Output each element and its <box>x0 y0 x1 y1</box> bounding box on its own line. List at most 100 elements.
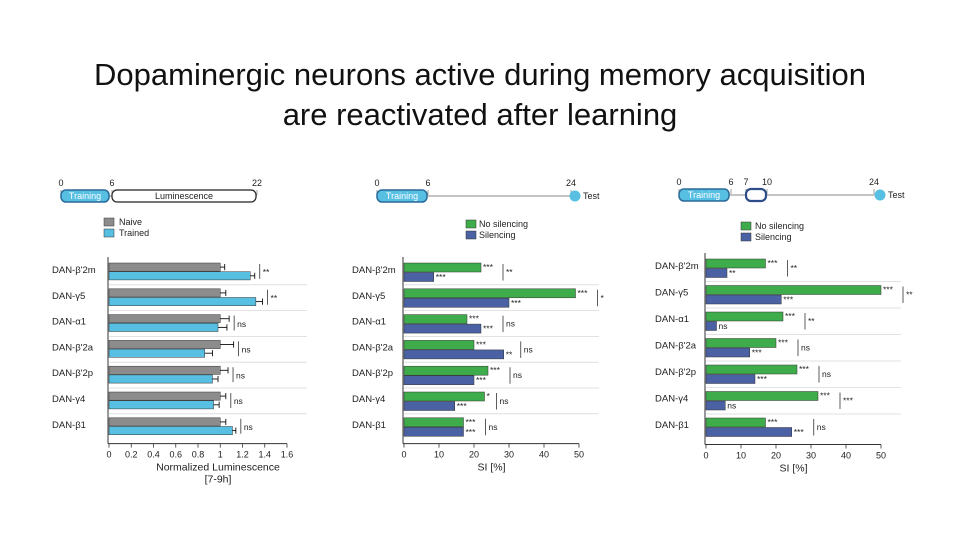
bar <box>403 298 510 308</box>
bar <box>108 391 221 401</box>
significance-label: ns <box>801 343 810 353</box>
significance-label: *** <box>778 338 789 348</box>
timeline-tick-label: 10 <box>762 177 772 187</box>
bar <box>108 271 251 281</box>
bar <box>403 262 482 273</box>
x-tick-label: 0.4 <box>147 450 160 460</box>
timeline-test-marker <box>569 190 581 202</box>
significance-label: ** <box>263 267 270 277</box>
significance-label: *** <box>783 295 794 305</box>
significance-label: *** <box>785 311 796 321</box>
bar <box>705 321 717 331</box>
bar <box>108 323 219 332</box>
category-label: DAN-γ4 <box>52 394 85 405</box>
timeline-tick-label: 24 <box>869 177 879 187</box>
x-tick-label: 1.6 <box>281 450 294 460</box>
significance-label: *** <box>457 401 468 411</box>
significance-label: ** <box>808 316 815 326</box>
x-axis-title: SI [%] <box>477 462 505 474</box>
timeline-test-label: Test <box>888 190 905 200</box>
bar <box>705 400 726 411</box>
category-label: DAN-β'2p <box>52 368 93 379</box>
bar <box>705 364 798 375</box>
bar <box>705 347 750 358</box>
timeline-segment-label: Training <box>386 191 418 201</box>
significance-label: ** <box>506 267 513 277</box>
category-label: DAN-β'2m <box>655 261 699 272</box>
significance-label: ns <box>822 369 831 379</box>
x-tick-label: 0 <box>401 450 406 460</box>
timeline-tick-label: 7 <box>743 177 748 187</box>
bar <box>108 314 221 324</box>
bar <box>403 401 455 411</box>
legend-swatch <box>103 217 115 227</box>
x-tick-label: 0 <box>106 450 111 460</box>
timeline-tick-label: 6 <box>728 177 733 187</box>
legend-swatch <box>465 219 477 229</box>
timeline-silencing-window <box>744 187 768 203</box>
significance-label: ns <box>236 370 245 380</box>
x-tick-label: 1 <box>218 450 223 460</box>
bar <box>403 323 482 334</box>
bar <box>403 272 434 282</box>
category-label: DAN-γ5 <box>352 291 385 302</box>
bar <box>108 365 221 375</box>
timeline-tick-label: 24 <box>566 178 576 188</box>
x-tick-label: 10 <box>736 451 746 461</box>
timeline-test-marker <box>874 189 886 201</box>
significance-label: *** <box>490 365 501 375</box>
category-label: DAN-γ5 <box>52 291 85 302</box>
timeline: 0 6 24 Training Test <box>374 178 600 203</box>
category-label: DAN-α1 <box>52 317 86 328</box>
slide-title-line-2: are reactivated after learning <box>282 97 678 132</box>
bar <box>403 314 468 324</box>
category-label: DAN-β'2a <box>655 341 697 352</box>
significance-label: ns <box>242 345 251 355</box>
significance-label: *** <box>883 285 894 295</box>
legend-label: No silencing <box>479 219 528 229</box>
significance-label: *** <box>820 391 831 401</box>
significance-label: ns <box>244 422 253 432</box>
bar <box>403 427 464 437</box>
significance-label: ns <box>234 396 243 406</box>
legend-swatch <box>740 232 752 242</box>
significance-label: ns <box>727 401 736 411</box>
x-tick-label: 0 <box>703 451 708 461</box>
significance-label: *** <box>466 417 477 427</box>
bar <box>403 340 475 350</box>
bar <box>705 374 756 384</box>
bar <box>108 297 257 306</box>
category-label: DAN-γ5 <box>655 288 688 299</box>
timeline-tick-label: 0 <box>374 178 379 188</box>
significance-label: *** <box>476 339 487 349</box>
category-label: DAN-β1 <box>52 420 86 431</box>
timeline-segment <box>60 189 110 203</box>
legend-label: Trained <box>119 228 149 238</box>
timeline-segment-label: Training <box>69 191 101 201</box>
significance-label: *** <box>799 364 810 374</box>
x-tick-label: 50 <box>574 450 584 460</box>
significance-label: *** <box>768 417 779 427</box>
significance-label: ** <box>906 290 913 300</box>
x-tick-label: 30 <box>806 451 816 461</box>
category-label: DAN-β1 <box>352 420 386 431</box>
bar <box>108 262 221 272</box>
category-label: DAN-β'2a <box>52 342 94 353</box>
significance-label: ns <box>489 422 498 432</box>
timeline-test-label: Test <box>583 191 600 201</box>
x-tick-label: 10 <box>434 450 444 460</box>
timeline-tick-label: 22 <box>252 178 262 188</box>
timeline-segment <box>678 188 730 202</box>
bar <box>108 288 221 298</box>
x-tick-label: 1.4 <box>258 450 271 460</box>
timeline-segment <box>111 189 257 203</box>
significance-label: ns <box>513 370 522 380</box>
x-tick-label: 20 <box>771 451 781 461</box>
bar <box>705 417 766 428</box>
category-label: DAN-α1 <box>352 317 386 328</box>
significance-label: *** <box>466 427 477 437</box>
